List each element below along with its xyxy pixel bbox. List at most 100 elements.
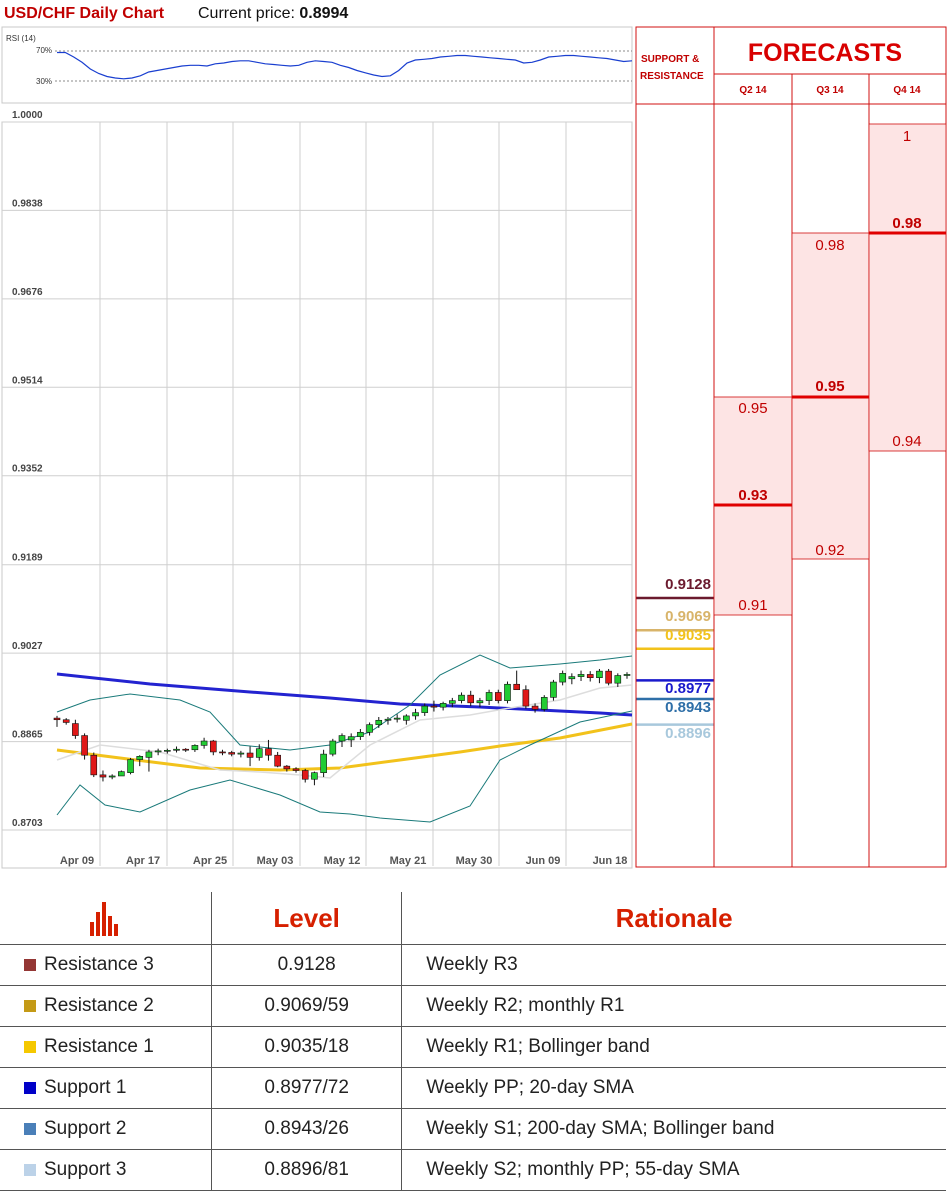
candle-body (164, 750, 171, 752)
level-rationale: Weekly PP; 20-day SMA (401, 1067, 946, 1109)
level-rationale: Weekly R3 (401, 944, 946, 986)
y-tick-label: 0.9838 (12, 198, 43, 209)
rsi-line (57, 51, 633, 80)
q4-high: 1 (903, 128, 911, 145)
level-value: 0.9035/18 (211, 1026, 403, 1068)
candle-body (173, 748, 180, 751)
y-tick-label: 0.9352 (12, 464, 43, 475)
sma-55-line (56, 722, 633, 772)
candle-body (393, 717, 401, 720)
level-value: 0.9128 (211, 944, 403, 986)
level-label: 0.9069 (665, 608, 711, 625)
candle-body (311, 772, 318, 780)
grid (2, 121, 632, 866)
level-name: Support 2 (44, 1118, 127, 1139)
rationale-header: Rationale (401, 892, 946, 945)
candle-body (494, 692, 502, 701)
q2-high: 0.95 (738, 400, 767, 417)
candle-body (531, 705, 539, 710)
candle-body (384, 718, 392, 721)
q4-low: 0.94 (892, 433, 921, 450)
sma-20-line (56, 684, 633, 779)
candle-body (320, 753, 327, 773)
level-name: Support 1 (44, 1077, 127, 1098)
level-rationale: Weekly R1; Bollinger band (401, 1026, 946, 1068)
y-axis: 1.0000 0.9838 0.9676 0.9514 0.9352 0.9189 0.90… (12, 110, 43, 829)
candle-body (53, 717, 61, 721)
candle-body (586, 674, 594, 679)
candle-body (596, 670, 603, 679)
level-rationale: Weekly R2; monthly R1 (401, 985, 946, 1027)
candle-body (430, 705, 438, 708)
level-lines (636, 596, 714, 726)
price-label: Current price: 0.8994 (198, 5, 348, 22)
candle-body (228, 752, 235, 755)
rsi-30-label: 30% (36, 77, 52, 86)
rsi-label: RSI (14) (6, 34, 36, 43)
candle-body (108, 775, 116, 778)
x-tick-label: Jun 18 (593, 855, 628, 867)
candle-body (81, 735, 88, 756)
y-tick-label: 0.9676 (12, 287, 43, 298)
candle-body (191, 745, 199, 751)
q3-low: 0.92 (815, 542, 844, 559)
candle-body (62, 719, 70, 723)
level-name-cell: Support 3 (0, 1149, 213, 1191)
header-icon-cell (0, 892, 213, 945)
candle-body (292, 768, 300, 771)
level-swatch (24, 1122, 36, 1135)
sma-200-line (56, 672, 633, 717)
x-axis: Apr 09 Apr 17 Apr 25 May 03 May 12 May 21 May … (60, 855, 628, 867)
level-rationale: Weekly S1; 200-day SMA; Bollinger band (401, 1108, 946, 1150)
candle-body (577, 674, 585, 677)
level-label: 0.8896 (665, 725, 711, 742)
level-label: 0.9128 (665, 576, 711, 593)
candle-body (255, 748, 263, 758)
level-label: 0.9035 (665, 627, 711, 644)
candle-body (209, 740, 217, 753)
level-name-cell: Resistance 2 (0, 985, 213, 1027)
table-row: Support 1 0.8977/72 Weekly PP; 20-day SMA (0, 1067, 946, 1109)
candle-body (182, 748, 190, 751)
bollinger-lower (56, 710, 633, 823)
candle-body (605, 670, 612, 684)
level-header: Level (211, 892, 403, 945)
level-name: Resistance 3 (44, 954, 154, 975)
level-name: Support 3 (44, 1159, 127, 1180)
level-swatch (24, 1081, 36, 1094)
forecasts-title: FORECASTS (748, 39, 902, 67)
x-tick-label: Jun 09 (526, 855, 561, 867)
candle-body (513, 683, 520, 691)
table-row: Support 3 0.8896/81 Weekly S2; monthly PP;… (0, 1149, 946, 1191)
candle-body (237, 752, 245, 755)
level-rationale: Weekly S2; monthly PP; 55-day SMA (401, 1149, 946, 1191)
level-label: 0.8943 (665, 699, 711, 716)
candle-body (265, 748, 272, 756)
candle-body (412, 712, 419, 717)
rsi-70-label: 70% (36, 46, 52, 55)
x-tick-label: Apr 09 (60, 855, 94, 867)
candle-body (219, 751, 226, 754)
current-price: 0.8994 (299, 5, 348, 22)
q2-header: Q2 14 (739, 85, 767, 96)
candle-body (283, 765, 291, 770)
candle-body (329, 740, 337, 755)
candle-body (366, 724, 373, 733)
candle-body (458, 694, 465, 701)
level-value: 0.8943/26 (211, 1108, 403, 1150)
level-label: 0.8977 (665, 680, 711, 697)
candle-body (90, 754, 98, 776)
candle-body (559, 673, 566, 683)
level-name-cell: Support 1 (0, 1067, 213, 1109)
candle-body (568, 676, 576, 680)
y-tick-label: 0.8865 (12, 730, 43, 741)
indicator-lines (56, 654, 633, 823)
candle-body (467, 694, 475, 704)
chart-area: USD/CHF Daily Chart Current price: 0.899… (1, 5, 947, 869)
candles (53, 668, 631, 786)
rsi-panel (1, 26, 633, 104)
table-row: Resistance 2 0.9069/59 Weekly R2; monthly … (0, 985, 946, 1027)
level-swatch (24, 1163, 36, 1176)
candle-body (118, 771, 125, 777)
level-name: Resistance 1 (44, 1036, 154, 1057)
